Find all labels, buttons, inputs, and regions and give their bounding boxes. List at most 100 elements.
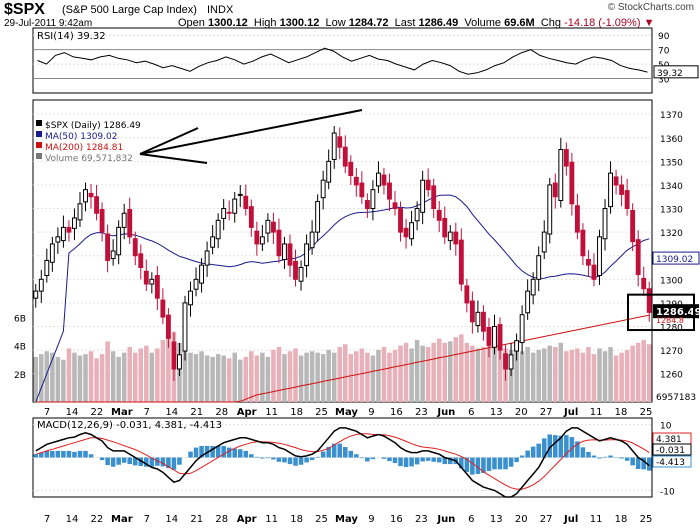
candle-body bbox=[425, 179, 431, 191]
candle-body bbox=[458, 239, 464, 285]
candle-body bbox=[381, 174, 387, 186]
macd-histogram-bar bbox=[635, 457, 641, 470]
candle-body bbox=[414, 208, 420, 222]
candle-body bbox=[580, 229, 586, 257]
macd-histogram-bar bbox=[271, 457, 276, 460]
volume-bar bbox=[138, 348, 144, 402]
x-tick-label: 6 bbox=[468, 514, 474, 525]
volume-bar bbox=[237, 359, 243, 402]
volume-bar bbox=[624, 349, 630, 402]
x-tick-label: 22 bbox=[91, 514, 104, 525]
volume-bar bbox=[221, 355, 226, 402]
down-arrow-icon: ▼ bbox=[643, 17, 655, 29]
candle-body bbox=[204, 250, 210, 266]
candle-body bbox=[331, 132, 337, 160]
macd-histogram-bar bbox=[331, 443, 337, 458]
x-tick-label: 16 bbox=[390, 407, 403, 418]
macd-histogram-bar bbox=[315, 456, 320, 458]
volume-bar bbox=[464, 342, 470, 402]
candle-body bbox=[342, 146, 348, 167]
x-tick-label: Mar bbox=[111, 407, 133, 418]
volume-bar bbox=[547, 345, 553, 402]
candle-body bbox=[83, 189, 88, 203]
candle-body bbox=[243, 195, 249, 210]
macd-histogram-bar bbox=[530, 446, 536, 458]
index-name: (S&P 500 Large Cap Index) bbox=[62, 4, 197, 16]
x-tick-label: 7 bbox=[144, 514, 150, 525]
candle-body bbox=[508, 354, 514, 370]
annotation-arrow bbox=[139, 109, 363, 155]
ma200-line bbox=[35, 314, 650, 403]
x-tick-label: Jun bbox=[436, 514, 455, 525]
macd-histogram-bar bbox=[265, 457, 271, 459]
candle-body bbox=[619, 184, 625, 195]
volume-bar bbox=[149, 352, 155, 402]
macd-histogram-bar bbox=[392, 457, 398, 464]
volume-bar bbox=[431, 342, 436, 402]
volume-bar bbox=[580, 352, 586, 402]
volume-bar bbox=[110, 351, 116, 402]
macd-histogram-bar bbox=[237, 449, 243, 458]
candle-body bbox=[591, 264, 597, 280]
macd-histogram-bar bbox=[33, 454, 39, 458]
macd-histogram-bar bbox=[304, 457, 309, 463]
volume-bar bbox=[619, 352, 624, 402]
candle-body bbox=[348, 161, 354, 177]
rsi-tick-label: 30 bbox=[658, 76, 670, 86]
candle-body bbox=[177, 354, 182, 370]
macd-value-label: -4.413 bbox=[656, 458, 685, 468]
candle-body bbox=[199, 264, 205, 284]
high-value: 1300.12 bbox=[279, 17, 320, 29]
volume-bar bbox=[88, 351, 94, 402]
candle-body bbox=[60, 226, 66, 242]
candle-body bbox=[138, 253, 144, 269]
x-tick-label: 16 bbox=[390, 514, 403, 525]
candle-body bbox=[447, 231, 453, 242]
volume-bar bbox=[602, 351, 608, 402]
volume-bar bbox=[226, 358, 232, 402]
x-tick-label: 23 bbox=[415, 514, 428, 525]
volume-bar bbox=[66, 348, 72, 402]
macd-histogram-bar bbox=[55, 450, 61, 458]
candle-body bbox=[44, 259, 50, 277]
volume-bar bbox=[558, 342, 564, 402]
price-tick-label: 1340 bbox=[660, 182, 683, 192]
candle-body bbox=[105, 233, 111, 261]
macd-histogram-bar bbox=[132, 457, 138, 466]
candle-body bbox=[110, 250, 116, 260]
volume-bar bbox=[414, 339, 420, 402]
last-price-box bbox=[653, 304, 699, 319]
candle-body bbox=[99, 208, 105, 233]
macd-histogram-bar bbox=[431, 457, 436, 462]
macd-histogram-bar bbox=[354, 454, 359, 458]
volume-scale-label: 6B bbox=[14, 314, 26, 324]
x-tick-label: 25 bbox=[640, 514, 653, 525]
macd-line bbox=[35, 427, 650, 498]
x-tick-label: 27 bbox=[540, 514, 553, 525]
volume-bar bbox=[293, 348, 298, 402]
macd-histogram-bar bbox=[387, 457, 392, 462]
macd-histogram-bar bbox=[105, 457, 110, 466]
macd-histogram-bar bbox=[320, 451, 326, 458]
macd-panel: -10010MACD(12,26,9) -0.031, 4.381, -4.41… bbox=[32, 417, 692, 525]
volume-bar bbox=[199, 351, 204, 402]
x-tick-label: 18 bbox=[290, 514, 303, 525]
candle-body bbox=[431, 185, 437, 210]
macd-histogram-bar bbox=[436, 457, 442, 463]
candle-body bbox=[597, 236, 602, 277]
volume-bar bbox=[525, 347, 530, 402]
macd-histogram-bar bbox=[470, 457, 475, 475]
volume-bar bbox=[354, 351, 359, 402]
legend-swatch bbox=[36, 142, 42, 148]
candle-body bbox=[143, 270, 149, 285]
macd-histogram-bar bbox=[61, 450, 66, 458]
candle-body bbox=[392, 202, 398, 210]
macd-histogram-bar bbox=[414, 457, 420, 465]
volume-bar bbox=[265, 356, 271, 402]
candle-body bbox=[210, 236, 216, 248]
macd-histogram-bar bbox=[138, 457, 144, 467]
x-tick-label: 14 bbox=[66, 514, 79, 525]
x-tick-label: 18 bbox=[615, 407, 628, 418]
candle-body bbox=[337, 136, 343, 148]
candle-body bbox=[608, 172, 613, 208]
